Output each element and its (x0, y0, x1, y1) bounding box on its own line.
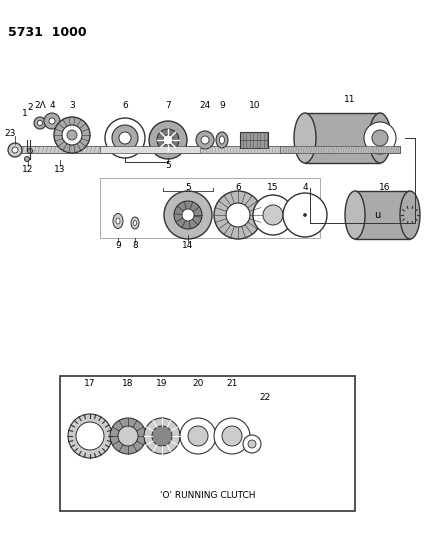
Circle shape (182, 209, 194, 221)
Circle shape (303, 214, 306, 216)
Bar (100, 178, 320, 238)
Circle shape (214, 418, 250, 454)
Bar (18, 146, 400, 153)
Circle shape (144, 418, 180, 454)
Circle shape (105, 118, 145, 158)
Circle shape (62, 125, 82, 145)
Circle shape (201, 136, 209, 144)
Text: 11: 11 (344, 95, 356, 104)
Circle shape (27, 149, 33, 154)
Text: 16: 16 (379, 183, 391, 192)
Text: 17: 17 (84, 379, 96, 389)
Circle shape (180, 418, 216, 454)
Text: 21: 21 (226, 379, 238, 389)
Circle shape (119, 132, 131, 144)
Text: 9: 9 (219, 101, 225, 109)
Circle shape (112, 125, 138, 151)
Circle shape (248, 440, 256, 448)
Text: 6: 6 (235, 183, 241, 192)
Text: 5: 5 (185, 183, 191, 192)
Ellipse shape (369, 113, 391, 163)
Text: 23: 23 (4, 128, 16, 138)
Circle shape (188, 426, 208, 446)
Bar (60, 376, 355, 511)
Text: 2: 2 (27, 103, 33, 112)
Text: 1: 1 (22, 109, 28, 117)
Circle shape (283, 193, 327, 237)
Text: 2Λ: 2Λ (34, 101, 46, 109)
Ellipse shape (216, 132, 228, 148)
Circle shape (8, 143, 22, 157)
Circle shape (24, 157, 30, 161)
Text: 9: 9 (115, 240, 121, 249)
Circle shape (44, 113, 60, 129)
Text: 22: 22 (259, 393, 270, 402)
Ellipse shape (134, 221, 137, 225)
Circle shape (67, 130, 77, 140)
Ellipse shape (345, 191, 365, 239)
Bar (280, 146, 400, 153)
Text: 5: 5 (165, 160, 171, 169)
Circle shape (157, 129, 179, 151)
Circle shape (163, 135, 173, 145)
Circle shape (253, 195, 293, 235)
Text: 19: 19 (156, 379, 168, 389)
Text: 6: 6 (122, 101, 128, 109)
Ellipse shape (113, 214, 123, 229)
Circle shape (38, 120, 42, 125)
Text: 14: 14 (182, 240, 194, 249)
Circle shape (54, 117, 90, 153)
Text: 5731  1000: 5731 1000 (8, 27, 86, 39)
Bar (355, 191, 410, 239)
Ellipse shape (220, 136, 225, 144)
Circle shape (222, 426, 242, 446)
Circle shape (174, 201, 202, 229)
Text: 10: 10 (249, 101, 261, 109)
Circle shape (110, 418, 146, 454)
Text: u: u (374, 210, 380, 220)
Text: 4: 4 (49, 101, 55, 109)
Bar (240, 132, 268, 148)
Text: 13: 13 (54, 166, 66, 174)
Text: 8: 8 (132, 240, 138, 249)
Circle shape (226, 203, 250, 227)
Circle shape (76, 422, 104, 450)
Circle shape (12, 147, 18, 153)
Ellipse shape (294, 113, 316, 163)
Circle shape (34, 117, 46, 129)
Ellipse shape (116, 218, 120, 224)
Circle shape (149, 121, 187, 159)
Text: 3: 3 (69, 101, 75, 109)
Circle shape (68, 414, 112, 458)
Text: 'O' RUNNING CLUTCH: 'O' RUNNING CLUTCH (160, 491, 255, 500)
Circle shape (364, 122, 396, 154)
Text: 18: 18 (122, 379, 134, 389)
Circle shape (164, 191, 212, 239)
Circle shape (372, 130, 388, 146)
Circle shape (196, 131, 214, 149)
Circle shape (214, 191, 262, 239)
Text: 24: 24 (199, 101, 211, 109)
Circle shape (49, 118, 55, 124)
Ellipse shape (400, 191, 420, 239)
Text: 12: 12 (22, 166, 34, 174)
Bar (305, 113, 380, 163)
Text: 20: 20 (192, 379, 204, 389)
Circle shape (243, 435, 261, 453)
Text: 7: 7 (165, 101, 171, 109)
Circle shape (152, 426, 172, 446)
Bar (100, 146, 200, 153)
Ellipse shape (131, 217, 139, 229)
Text: 4: 4 (302, 183, 308, 192)
Text: 15: 15 (267, 183, 279, 192)
Circle shape (263, 205, 283, 225)
Circle shape (118, 426, 138, 446)
